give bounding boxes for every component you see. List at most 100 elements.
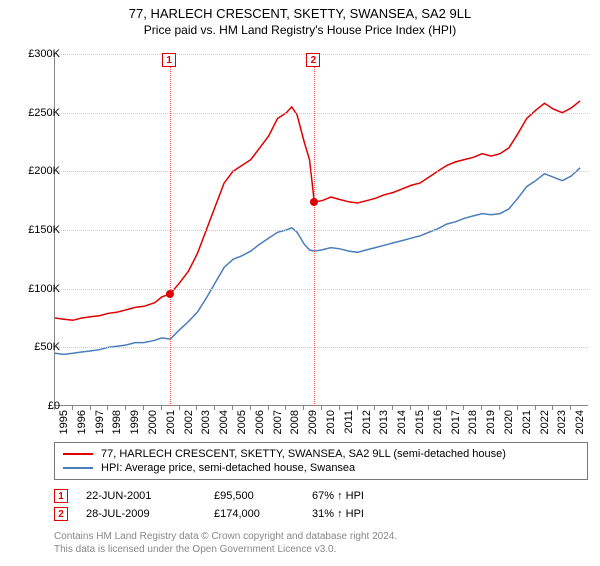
legend-label: HPI: Average price, semi-detached house,… xyxy=(101,462,355,474)
gridline-h xyxy=(55,171,588,172)
sale-marker-box: 2 xyxy=(54,507,68,521)
gridline-h xyxy=(55,54,588,55)
x-tick xyxy=(339,406,340,410)
y-axis-label: £50K xyxy=(10,341,60,353)
x-axis-label: 2012 xyxy=(361,410,373,440)
x-tick xyxy=(410,406,411,410)
x-tick xyxy=(357,406,358,410)
sale-date: 28-JUL-2009 xyxy=(86,508,196,520)
chart-title: 77, HARLECH CRESCENT, SKETTY, SWANSEA, S… xyxy=(0,6,600,21)
sale-row: 1 22-JUN-2001 £95,500 67% ↑ HPI xyxy=(54,487,588,505)
x-axis-label: 2015 xyxy=(414,410,426,440)
sales-table: 1 22-JUN-2001 £95,500 67% ↑ HPI 2 28-JUL-2009… xyxy=(54,487,588,523)
x-tick xyxy=(285,406,286,410)
x-tick xyxy=(303,406,304,410)
gridline-h xyxy=(55,230,588,231)
y-axis-label: £250K xyxy=(10,107,60,119)
gridline-h xyxy=(55,347,588,348)
x-tick xyxy=(268,406,269,410)
x-tick xyxy=(196,406,197,410)
legend-box: 77, HARLECH CRESCENT, SKETTY, SWANSEA, S… xyxy=(54,442,588,480)
sale-marker-box: 1 xyxy=(54,489,68,503)
x-tick xyxy=(72,406,73,410)
gridline-h xyxy=(55,289,588,290)
x-axis-label: 2022 xyxy=(539,410,551,440)
y-axis-label: £0 xyxy=(10,400,60,412)
y-axis-label: £100K xyxy=(10,283,60,295)
x-tick xyxy=(232,406,233,410)
x-tick xyxy=(214,406,215,410)
x-axis-label: 2024 xyxy=(574,410,586,440)
x-axis-label: 2023 xyxy=(556,410,568,440)
x-tick xyxy=(125,406,126,410)
x-tick xyxy=(161,406,162,410)
chart-container: 77, HARLECH CRESCENT, SKETTY, SWANSEA, S… xyxy=(0,6,600,566)
x-axis-label: 2009 xyxy=(307,410,319,440)
x-axis-label: 2017 xyxy=(450,410,462,440)
x-tick xyxy=(535,406,536,410)
x-tick xyxy=(481,406,482,410)
x-axis-label: 1995 xyxy=(58,410,70,440)
x-axis-label: 2014 xyxy=(396,410,408,440)
x-tick xyxy=(428,406,429,410)
x-tick xyxy=(374,406,375,410)
x-tick xyxy=(143,406,144,410)
legend-swatch xyxy=(63,453,93,455)
x-axis-label: 2016 xyxy=(432,410,444,440)
gridline-h xyxy=(55,113,588,114)
sale-point-dot xyxy=(166,290,174,298)
x-tick xyxy=(90,406,91,410)
x-axis-label: 2002 xyxy=(183,410,195,440)
y-axis-label: £200K xyxy=(10,165,60,177)
sale-point-dot xyxy=(310,198,318,206)
x-axis-label: 2008 xyxy=(289,410,301,440)
x-axis-label: 2003 xyxy=(200,410,212,440)
marker-label-box: 2 xyxy=(306,53,320,67)
x-axis-label: 2007 xyxy=(272,410,284,440)
sale-date: 22-JUN-2001 xyxy=(86,490,196,502)
legend-swatch xyxy=(63,467,93,469)
x-axis-label: 1997 xyxy=(94,410,106,440)
x-tick xyxy=(392,406,393,410)
chart-subtitle: Price paid vs. HM Land Registry's House … xyxy=(0,23,600,37)
x-axis-label: 2021 xyxy=(521,410,533,440)
x-axis-label: 2000 xyxy=(147,410,159,440)
x-tick xyxy=(250,406,251,410)
x-axis-label: 1996 xyxy=(76,410,88,440)
sale-pct: 31% ↑ HPI xyxy=(312,508,402,520)
x-axis-label: 2006 xyxy=(254,410,266,440)
x-axis-label: 2018 xyxy=(467,410,479,440)
x-tick xyxy=(570,406,571,410)
series-line xyxy=(55,168,580,355)
attribution-text: Contains HM Land Registry data © Crown c… xyxy=(54,530,397,556)
attribution-line-2: This data is licensed under the Open Gov… xyxy=(54,543,397,556)
x-tick xyxy=(107,406,108,410)
series-line xyxy=(55,101,580,320)
x-axis-label: 2010 xyxy=(325,410,337,440)
x-tick xyxy=(499,406,500,410)
x-axis-label: 2020 xyxy=(503,410,515,440)
x-axis-label: 2011 xyxy=(343,410,355,440)
x-axis-label: 2004 xyxy=(218,410,230,440)
plot-area xyxy=(54,54,588,406)
x-axis-label: 2001 xyxy=(165,410,177,440)
x-axis-label: 2005 xyxy=(236,410,248,440)
x-tick xyxy=(552,406,553,410)
legend-label: 77, HARLECH CRESCENT, SKETTY, SWANSEA, S… xyxy=(101,448,506,460)
x-axis-label: 1998 xyxy=(111,410,123,440)
x-tick xyxy=(54,406,55,410)
x-axis-label: 1999 xyxy=(129,410,141,440)
marker-label-box: 1 xyxy=(162,53,176,67)
x-tick xyxy=(517,406,518,410)
sale-pct: 67% ↑ HPI xyxy=(312,490,402,502)
sale-price: £174,000 xyxy=(214,508,294,520)
sale-price: £95,500 xyxy=(214,490,294,502)
y-axis-label: £150K xyxy=(10,224,60,236)
legend-row: HPI: Average price, semi-detached house,… xyxy=(63,461,579,475)
x-tick xyxy=(321,406,322,410)
marker-vline xyxy=(170,54,171,406)
x-tick xyxy=(179,406,180,410)
attribution-line-1: Contains HM Land Registry data © Crown c… xyxy=(54,530,397,543)
x-tick xyxy=(446,406,447,410)
legend-row: 77, HARLECH CRESCENT, SKETTY, SWANSEA, S… xyxy=(63,447,579,461)
